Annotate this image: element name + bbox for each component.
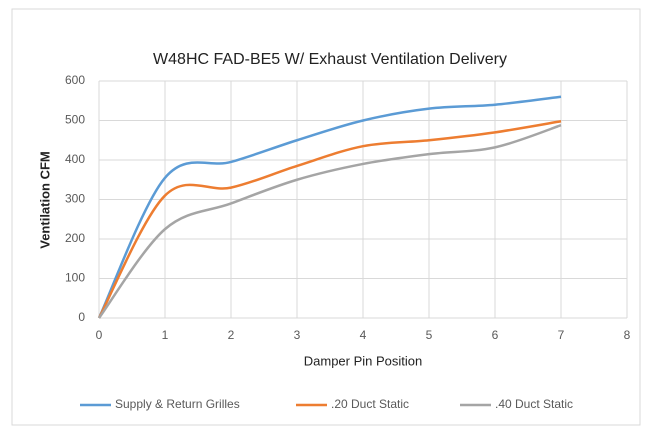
x-tick-label: 5 <box>426 328 433 342</box>
x-tick-label: 6 <box>492 328 499 342</box>
legend-label: Supply & Return Grilles <box>115 397 240 411</box>
y-tick-label: 300 <box>65 192 85 206</box>
legend-label: .40 Duct Static <box>495 397 573 411</box>
x-tick-label: 2 <box>228 328 235 342</box>
x-tick-label: 1 <box>162 328 169 342</box>
line-series <box>97 120 562 319</box>
x-tick-label: 3 <box>294 328 301 342</box>
chart-title: W48HC FAD-BE5 W/ Exhaust Ventilation Del… <box>153 51 507 68</box>
line-series <box>97 124 562 319</box>
y-tick-label: 0 <box>78 310 85 324</box>
legend-label: .20 Duct Static <box>331 397 409 411</box>
y-tick-label: 500 <box>65 113 85 127</box>
y-axis-label: Ventilation CFM <box>37 151 52 249</box>
y-tick-label: 600 <box>65 73 85 87</box>
line-series <box>97 95 562 319</box>
chart-frame <box>11 8 641 426</box>
y-tick-label: 200 <box>65 231 85 245</box>
x-tick-label: 8 <box>624 328 631 342</box>
y-tick-label: 100 <box>65 271 85 285</box>
x-tick-label: 0 <box>96 328 103 342</box>
x-tick-label: 4 <box>360 328 367 342</box>
x-tick-label: 7 <box>558 328 565 342</box>
y-tick-label: 400 <box>65 152 85 166</box>
x-axis-label: Damper Pin Position <box>304 353 423 368</box>
